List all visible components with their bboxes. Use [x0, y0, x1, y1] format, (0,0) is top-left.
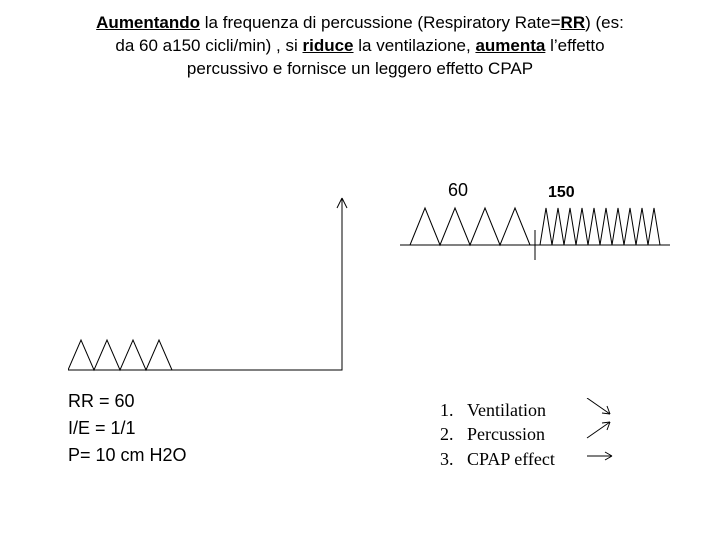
param-rr: RR = 60	[68, 388, 187, 415]
trend-arrows	[582, 398, 622, 468]
title-l2-post: l’effetto	[545, 36, 604, 55]
title-l1-post: ) (es:	[585, 13, 624, 32]
title-l2-pre: da 60 a150 cicli/min) , si	[115, 36, 302, 55]
title-riduce: riduce	[303, 36, 354, 55]
effect-num-1: 1.	[440, 400, 467, 420]
arrow-up-icon	[587, 422, 610, 438]
effect-label-2: Percussion	[467, 424, 545, 444]
effect-label-3: CPAP effect	[467, 449, 555, 469]
arrow-right-icon	[587, 452, 612, 460]
slide-title: Aumentando la frequenza di percussione (…	[30, 12, 690, 81]
connector-line	[190, 190, 360, 390]
title-aumenta: aumenta	[475, 36, 545, 55]
effect-label-1: Ventilation	[467, 400, 546, 420]
title-aumentando: Aumentando	[96, 13, 200, 32]
effect-num-3: 3.	[440, 449, 467, 469]
title-l1-rest: la frequenza di percussione (Respiratory…	[200, 13, 561, 32]
param-p: P= 10 cm H2O	[68, 442, 187, 469]
arrow-down-icon	[587, 398, 610, 414]
effect-item-2: 2. Percussion	[440, 422, 555, 446]
title-l3: percussivo e fornisce un leggero effetto…	[187, 59, 533, 78]
effect-item-1: 1. Ventilation	[440, 398, 555, 422]
freq-label-60: 60	[448, 180, 468, 201]
title-l2-mid: la ventilazione,	[354, 36, 476, 55]
param-ie: I/E = 1/1	[68, 415, 187, 442]
effect-item-3: 3. CPAP effect	[440, 447, 555, 471]
freq-label-150: 150	[548, 184, 575, 202]
waveform-comparison	[400, 200, 680, 270]
title-rr: RR	[561, 13, 586, 32]
effects-list: 1. Ventilation 2. Percussion 3. CPAP eff…	[440, 398, 555, 471]
parameter-block: RR = 60 I/E = 1/1 P= 10 cm H2O	[68, 388, 187, 469]
effect-num-2: 2.	[440, 424, 467, 444]
